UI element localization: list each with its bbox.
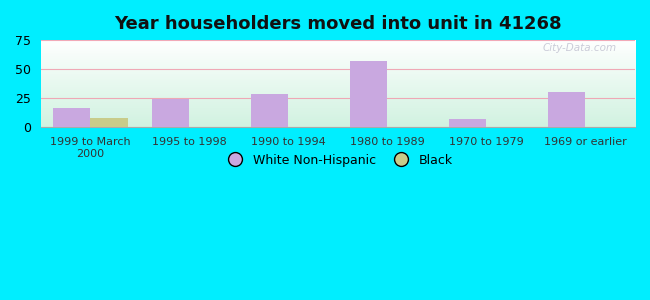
- Title: Year householders moved into unit in 41268: Year householders moved into unit in 412…: [114, 15, 562, 33]
- Bar: [448, 119, 486, 127]
- Bar: [350, 61, 387, 127]
- Legend: White Non-Hispanic, Black: White Non-Hispanic, Black: [218, 148, 458, 172]
- Bar: [251, 94, 289, 127]
- Text: City-Data.com: City-Data.com: [543, 43, 617, 53]
- Bar: [151, 99, 189, 127]
- Bar: [53, 107, 90, 127]
- Bar: [548, 92, 586, 127]
- Bar: [90, 118, 128, 127]
